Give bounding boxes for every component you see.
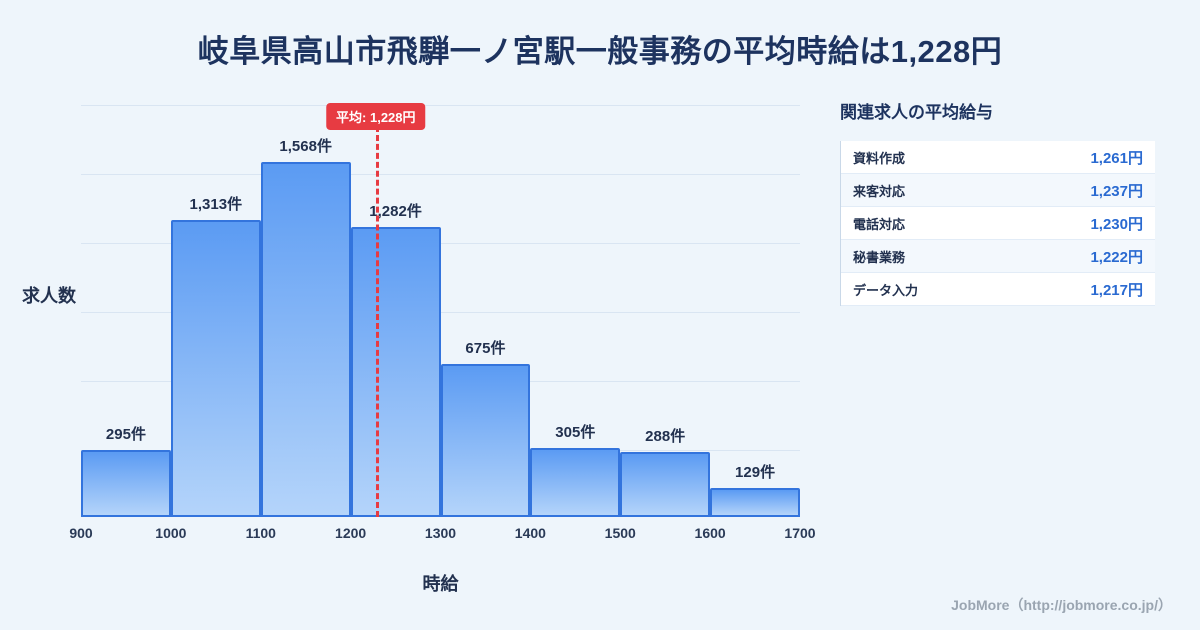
related-job-row: 電話対応 1,230円 [841, 207, 1155, 240]
page-title: 岐阜県高山市飛騨一ノ宮駅一般事務の平均時給は1,228円 [197, 34, 1003, 69]
average-line [375, 126, 379, 517]
bar-value-label: 305件 [555, 423, 596, 441]
related-job-label: データ入力 [853, 282, 919, 298]
related-jobs-panel: 関連求人の平均給与 資料作成 1,261円来客対応 1,237円電話対応 1,230円… [840, 98, 1155, 306]
bar-value-label: 288件 [645, 427, 686, 445]
x-tick-label: 900 [69, 525, 93, 541]
bar-value-label: 1,568件 [279, 138, 332, 155]
related-jobs-list: 資料作成 1,261円来客対応 1,237円電話対応 1,230円秘書業務 1,222円… [840, 141, 1155, 306]
related-job-value: 1,230円 [1090, 215, 1143, 233]
related-job-label: 資料作成 [853, 150, 906, 166]
histogram-bar [620, 451, 711, 517]
y-axis-label: 求人数 [22, 286, 76, 306]
x-tick-label: 1500 [604, 525, 636, 541]
bar-value-label: 295件 [105, 426, 146, 444]
related-job-row: データ入力 1,217円 [841, 273, 1155, 306]
histogram-bar [170, 219, 261, 517]
bar-value-label: 129件 [735, 463, 776, 481]
histogram-bar [260, 162, 351, 517]
related-job-row: 秘書業務 1,222円 [841, 240, 1155, 273]
gridline [81, 243, 800, 244]
histogram-bar [350, 226, 441, 517]
related-job-value: 1,237円 [1090, 182, 1143, 200]
related-job-value: 1,261円 [1090, 149, 1143, 167]
related-job-value: 1,217円 [1090, 281, 1143, 299]
x-tick-label: 1400 [514, 525, 546, 541]
x-tick-label: 1000 [155, 525, 187, 541]
gridline [81, 312, 800, 313]
average-badge: 平均: 1,228円 [326, 103, 426, 130]
histogram-bar [81, 450, 171, 517]
x-tick-label: 1200 [335, 525, 367, 541]
x-tick-label: 1300 [424, 525, 457, 541]
footer-credit: JobMore（http://jobmore.co.jp/） [951, 597, 1172, 613]
x-tick-label: 1700 [784, 525, 816, 541]
bar-value-label: 1,313件 [189, 195, 243, 213]
related-job-label: 秘書業務 [853, 249, 906, 265]
related-job-row: 資料作成 1,261円 [841, 141, 1155, 174]
bar-value-label: 675件 [465, 340, 506, 358]
histogram-bar [530, 447, 621, 517]
x-tick-label: 1600 [694, 525, 726, 541]
histogram-bar [710, 487, 800, 517]
related-job-row: 来客対応 1,237円 [841, 174, 1155, 207]
bar-value-label: 1,282件 [369, 202, 422, 220]
gridline [81, 174, 800, 175]
x-tick-label: 1100 [245, 525, 276, 541]
x-axis-label: 時給 [422, 574, 459, 594]
related-jobs-title: 関連求人の平均給与 [840, 103, 993, 122]
related-job-value: 1,222円 [1090, 248, 1143, 266]
histogram-bar [440, 364, 531, 517]
related-job-label: 電話対応 [853, 216, 906, 232]
x-tick-labels: 900 1000 1100 1200 1300 1400 1500 1600 1700 [69, 525, 815, 543]
gridline [81, 105, 800, 106]
plot-area: 295件 1,313件 1,568件 1,282件 675件 305件 288件 129件 平均… [81, 103, 800, 517]
related-job-label: 来客対応 [853, 183, 906, 199]
